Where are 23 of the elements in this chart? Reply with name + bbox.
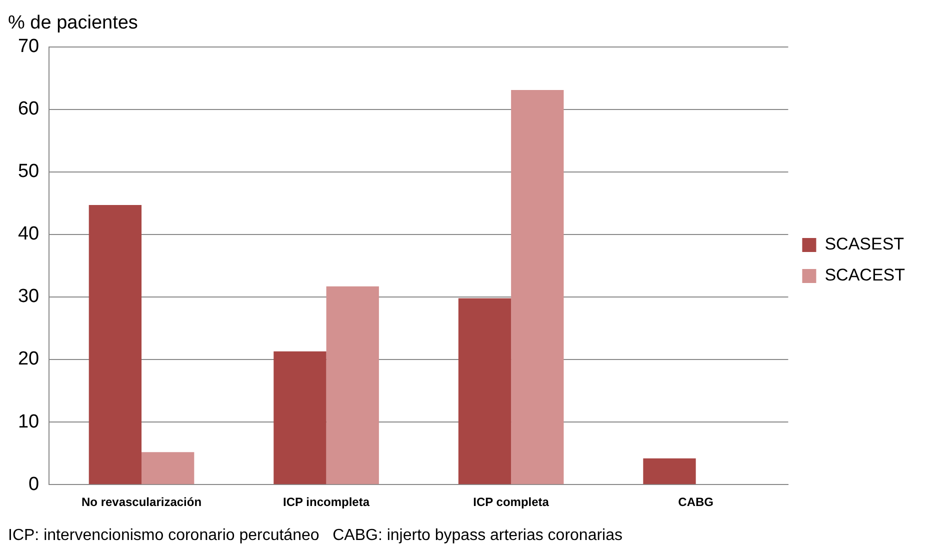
y-tick-label: 60	[18, 98, 40, 120]
bar	[274, 351, 326, 484]
y-axis-title: % de pacientes	[8, 12, 138, 34]
y-tick-label: 0	[28, 474, 40, 495]
x-tick-label: ICP incompleta	[283, 495, 370, 510]
bar	[458, 298, 512, 484]
y-tick-label: 30	[18, 286, 40, 308]
x-tick-label: ICP completa	[473, 495, 550, 510]
legend-label: SCACEST	[824, 266, 906, 285]
x-tick-label: CABG	[678, 495, 714, 510]
bar	[511, 90, 564, 484]
y-tick-label: 10	[18, 411, 40, 432]
bar	[326, 286, 379, 484]
bar	[142, 452, 194, 484]
bar	[88, 205, 142, 484]
y-tick-label: 20	[18, 348, 40, 370]
x-tick-label: No revascularización	[81, 495, 202, 510]
bar	[643, 458, 696, 484]
y-tick-label: 40	[18, 224, 40, 245]
legend-label: SCASEST	[824, 234, 904, 254]
text: ICP: intervencionismo coronario percutáneo CABG: injerto bypass arterias coronarias	[8, 527, 624, 545]
y-tick-label: 50	[18, 161, 40, 182]
y-tick-label: 70	[18, 36, 40, 58]
